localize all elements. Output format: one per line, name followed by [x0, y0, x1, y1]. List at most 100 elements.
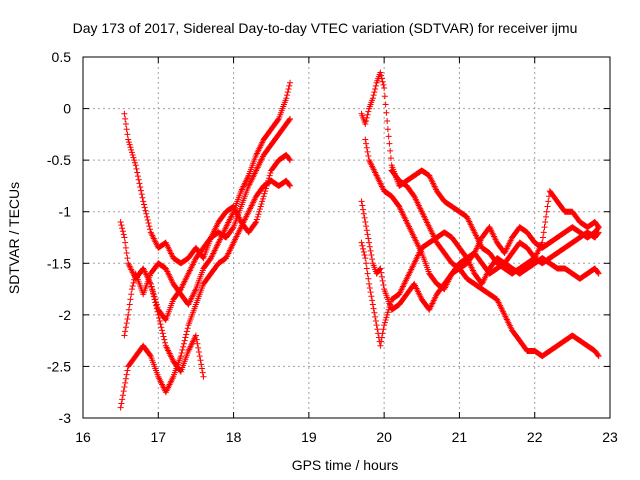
data-point — [369, 95, 376, 102]
data-point — [358, 198, 365, 205]
data-point — [179, 346, 186, 353]
data-point — [150, 293, 157, 300]
series-segment-1-track-d — [117, 115, 294, 324]
data-point — [372, 85, 379, 92]
data-point — [195, 344, 202, 351]
data-point — [122, 115, 129, 122]
data-point — [385, 306, 392, 313]
data-point — [177, 353, 184, 360]
x-tick-label: 19 — [301, 429, 317, 445]
data-point — [385, 133, 392, 140]
data-point — [378, 75, 385, 82]
data-point — [384, 309, 391, 316]
data-point — [284, 92, 291, 99]
data-point — [123, 126, 130, 133]
data-point — [160, 333, 167, 340]
data-point — [381, 319, 388, 326]
data-point — [381, 84, 388, 91]
data-point — [183, 331, 190, 338]
data-point — [371, 89, 378, 96]
data-point — [117, 219, 124, 226]
series-segment-1-track-a — [121, 79, 294, 339]
data-point — [360, 245, 367, 252]
data-point — [286, 82, 293, 89]
data-point — [387, 298, 394, 305]
data-point — [153, 302, 160, 309]
data-point — [141, 204, 148, 211]
data-point — [120, 231, 127, 238]
data-point — [262, 188, 269, 195]
data-point — [258, 200, 265, 207]
data-point — [199, 369, 206, 376]
data-point — [129, 151, 136, 158]
data-point — [183, 328, 190, 335]
data-point — [139, 194, 146, 201]
data-point — [194, 340, 201, 347]
data-point — [134, 169, 141, 176]
data-point — [159, 327, 166, 334]
data-point — [386, 304, 393, 311]
x-tick-label: 23 — [602, 429, 618, 445]
data-point — [287, 115, 294, 122]
data-point — [366, 285, 373, 292]
data-point — [158, 324, 165, 331]
data-point — [370, 92, 377, 99]
data-point — [159, 330, 166, 337]
data-point — [363, 117, 370, 124]
data-point — [364, 270, 371, 277]
series-segment-1-track-b — [117, 177, 294, 411]
y-tick-label: -1.5 — [47, 255, 71, 271]
data-point — [362, 255, 369, 262]
data-point — [124, 367, 131, 374]
data-point — [387, 155, 394, 162]
data-point — [285, 85, 292, 92]
data-point — [364, 231, 371, 238]
data-point — [156, 314, 163, 321]
data-point — [147, 352, 154, 359]
data-point — [266, 172, 273, 179]
data-point — [128, 291, 135, 298]
data-point — [151, 296, 158, 303]
data-point — [121, 234, 128, 241]
data-point — [371, 309, 378, 316]
data-point — [138, 191, 145, 198]
data-point — [140, 198, 147, 205]
data-point — [378, 338, 385, 345]
data-point — [361, 252, 368, 259]
data-point — [182, 334, 189, 341]
data-point — [543, 213, 550, 220]
data-point — [359, 202, 366, 209]
data-point — [539, 239, 546, 246]
data-point — [259, 198, 266, 205]
y-tick-label: 0 — [63, 101, 71, 117]
data-point — [135, 176, 142, 183]
data-point — [147, 280, 154, 287]
data-point — [372, 313, 379, 320]
data-point — [540, 229, 547, 236]
data-point — [265, 177, 272, 184]
data-point — [123, 320, 130, 327]
data-point — [364, 111, 371, 118]
data-point — [377, 69, 384, 76]
data-point — [122, 239, 129, 246]
data-point — [252, 220, 259, 227]
data-point — [153, 305, 160, 312]
data-point — [363, 265, 370, 272]
data-point — [125, 139, 132, 146]
data-point — [124, 131, 131, 138]
data-point — [195, 348, 202, 355]
data-point — [184, 325, 191, 332]
data-point — [229, 225, 236, 232]
data-point — [180, 343, 187, 350]
data-point — [367, 247, 374, 254]
data-point — [162, 339, 169, 346]
y-tick-label: -2 — [59, 307, 72, 323]
data-point — [119, 228, 126, 235]
data-point — [255, 211, 262, 218]
data-point — [256, 206, 263, 213]
data-point — [122, 328, 129, 335]
data-point — [367, 289, 374, 296]
data-point — [378, 269, 385, 276]
data-point — [125, 306, 132, 313]
